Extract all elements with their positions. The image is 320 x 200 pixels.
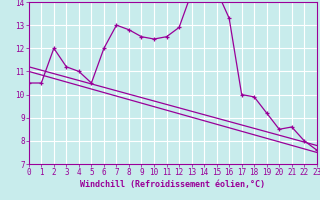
X-axis label: Windchill (Refroidissement éolien,°C): Windchill (Refroidissement éolien,°C) [80, 180, 265, 189]
